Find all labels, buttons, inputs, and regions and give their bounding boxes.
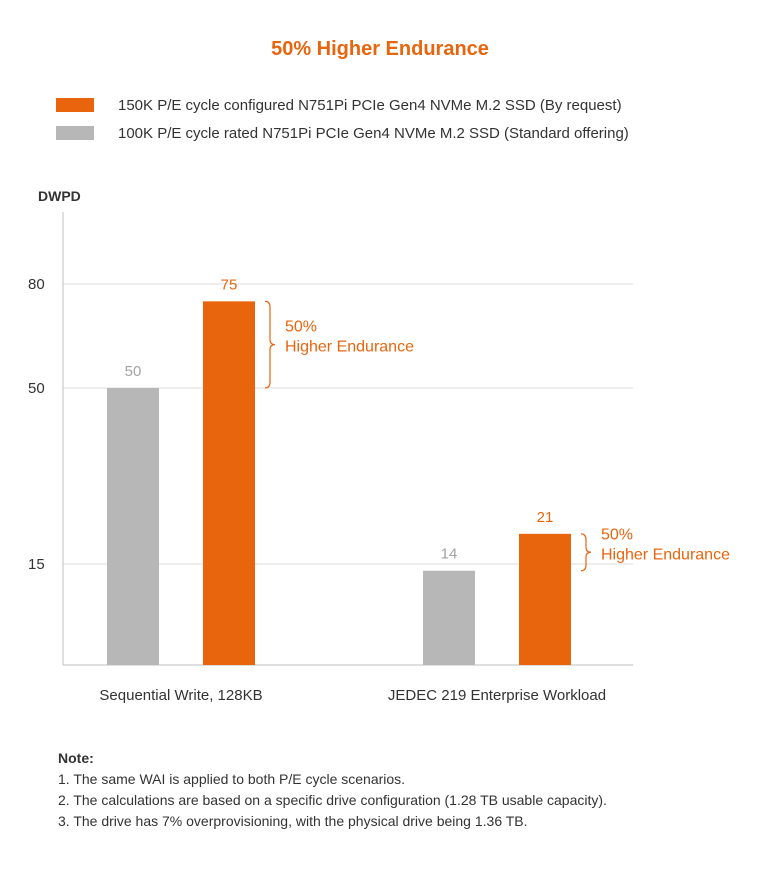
note-item: 2. The calculations are based on a speci…: [58, 792, 607, 808]
chart-canvas: DWPD 15 50 80 50 75 Sequential Write, 128KB 50%…: [28, 188, 730, 704]
annotation-percent: 50%: [285, 319, 317, 336]
bar-value-label: 50: [125, 363, 142, 380]
x-category-label: Sequential Write, 128KB: [99, 687, 262, 704]
y-axis-label: DWPD: [38, 188, 81, 204]
annotation-label: Higher Endurance: [285, 339, 414, 356]
legend-label-by-request: 150K P/E cycle configured N751Pi PCIe Ge…: [118, 96, 622, 114]
bar: [519, 533, 571, 665]
legend: 150K P/E cycle configured N751Pi PCIe Ge…: [56, 92, 629, 148]
legend-label-standard: 100K P/E cycle rated N751Pi PCIe Gen4 NV…: [118, 124, 629, 142]
notes: Note: 1. The same WAI is applied to both…: [58, 748, 607, 832]
bar-value-label: 14: [441, 546, 458, 563]
legend-swatch-orange: [56, 98, 94, 112]
bar-value-label: 21: [537, 509, 554, 526]
y-tick-label: 15: [28, 556, 45, 573]
bar: [107, 388, 159, 665]
notes-title: Note:: [58, 750, 94, 766]
bar: [203, 301, 255, 665]
annotation-brace: [264, 300, 276, 389]
bar: [423, 570, 475, 665]
chart-title: 50% Higher Endurance: [271, 38, 489, 60]
legend-swatch-gray: [56, 126, 94, 140]
annotation-brace: [580, 533, 592, 572]
note-item: 3. The drive has 7% overprovisioning, wi…: [58, 813, 528, 829]
y-tick-label: 50: [28, 380, 45, 397]
x-category-label: JEDEC 219 Enterprise Workload: [388, 687, 606, 704]
annotation-percent: 50%: [601, 526, 633, 543]
bar-value-label: 75: [221, 276, 238, 293]
legend-item-standard: 100K P/E cycle rated N751Pi PCIe Gen4 NV…: [56, 120, 629, 146]
y-tick-label: 80: [28, 276, 45, 293]
note-item: 1. The same WAI is applied to both P/E c…: [58, 771, 406, 787]
annotation-label: Higher Endurance: [601, 546, 730, 563]
legend-item-by-request: 150K P/E cycle configured N751Pi PCIe Ge…: [56, 92, 629, 118]
